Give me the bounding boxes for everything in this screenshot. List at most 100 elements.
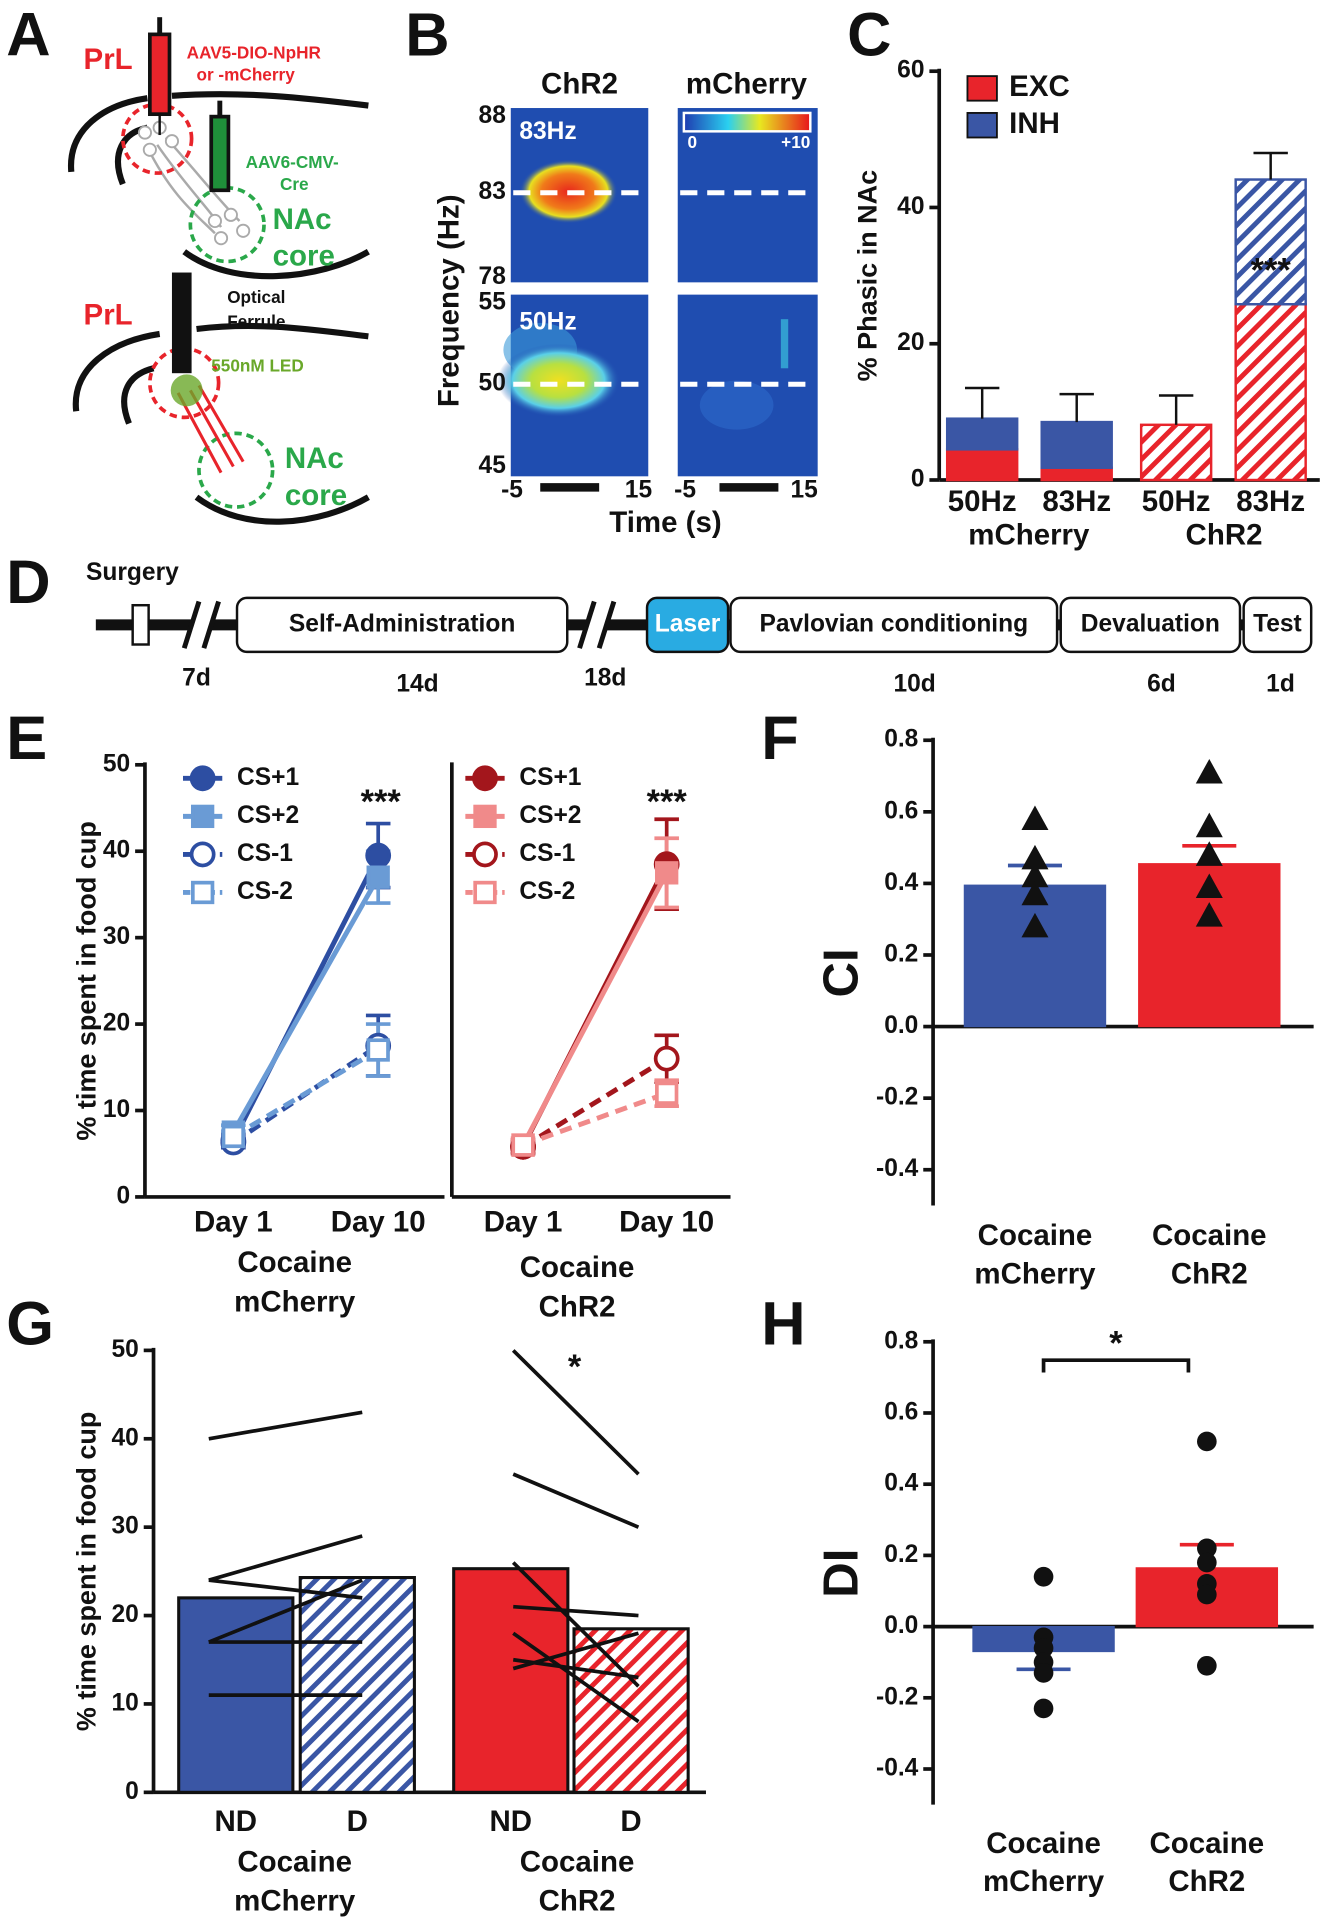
- x-tick-label: Day 1: [194, 1206, 273, 1239]
- bar-segment: [945, 417, 1019, 451]
- target-label: core: [285, 479, 347, 512]
- group-label: Cocaine: [520, 1845, 635, 1878]
- bar-segment: [1234, 302, 1307, 482]
- target-label: NAc: [285, 442, 344, 475]
- y-tick-label: 0.4: [884, 869, 918, 896]
- series-line: [232, 1047, 380, 1139]
- brain-bottom: [72, 322, 370, 525]
- group-label: ChR2: [539, 1290, 616, 1323]
- y-axis-label: % Phasic in NAc: [852, 170, 882, 382]
- x-axis-label: Time (s): [609, 506, 721, 539]
- panel-label: A: [6, 1, 50, 70]
- ferrule: [171, 272, 192, 374]
- group-label: mCherry: [968, 518, 1090, 551]
- y-tick-label: 88: [479, 102, 506, 129]
- data-point: [366, 865, 390, 889]
- group-label: mCherry: [234, 1885, 356, 1918]
- target-label: core: [273, 240, 335, 273]
- series-line: [520, 871, 669, 1147]
- data-point: [1195, 902, 1223, 927]
- y-axis-label: DI: [815, 1549, 869, 1598]
- panel-label: H: [761, 1290, 805, 1359]
- bar: [963, 884, 1107, 1028]
- data-point: [1195, 873, 1223, 899]
- data-point: [1021, 805, 1049, 831]
- data-point: [655, 1081, 679, 1105]
- x-tick-label: Day 10: [619, 1206, 714, 1239]
- legend-label: EXC: [1009, 70, 1070, 103]
- syringe: [148, 32, 172, 117]
- data-point: [1197, 1538, 1217, 1559]
- x-tick-label: ChR2: [1171, 1257, 1248, 1290]
- series-line: [521, 1056, 668, 1149]
- region-label: PrL: [84, 43, 133, 76]
- led-label: 550nM LED: [211, 356, 304, 376]
- nac-region: [188, 185, 266, 264]
- y-tick-label: 0.2: [884, 940, 918, 967]
- gap-label: 7d: [182, 664, 211, 691]
- y-axis-label: Frequency (Hz): [432, 194, 465, 407]
- data-point: [1021, 880, 1049, 906]
- legend-marker: [189, 765, 216, 792]
- x-tick-label: 83Hz: [1236, 485, 1305, 518]
- colorbar-label: +10: [781, 132, 810, 152]
- led-spot: [170, 374, 203, 407]
- annotation: *: [1109, 1325, 1123, 1363]
- neurons: [137, 120, 251, 246]
- data-point: [1197, 1431, 1217, 1452]
- stage-label: Devaluation: [1081, 610, 1220, 637]
- bar: [298, 1576, 416, 1794]
- legend-swatch: [966, 75, 998, 102]
- data-point: [1197, 1584, 1217, 1605]
- y-tick-label: 0.8: [884, 1327, 918, 1354]
- y-tick-label: -0.2: [876, 1084, 918, 1111]
- stage-label: Laser: [655, 610, 721, 637]
- group-label: mCherry: [234, 1286, 356, 1319]
- y-tick-label: 83: [479, 178, 506, 205]
- significance-bracket: [1041, 1358, 1191, 1373]
- data-point: [1195, 758, 1223, 784]
- pair-line: [512, 1631, 639, 1671]
- annotation: *: [568, 1348, 582, 1386]
- syringe: [209, 114, 231, 193]
- x-tick-label: 15: [791, 477, 818, 504]
- x-tick-label: 83Hz: [1042, 485, 1111, 518]
- pair-line: [208, 1410, 363, 1441]
- x-tick-label: 50Hz: [1142, 485, 1211, 518]
- data-point: [365, 842, 392, 869]
- x-tick-label: ND: [215, 1805, 258, 1838]
- data-point: [1033, 1698, 1054, 1719]
- panel-label: E: [6, 704, 47, 773]
- group-label: Cocaine: [520, 1251, 635, 1284]
- x-tick-label: 15: [625, 477, 652, 504]
- data-point: [1195, 841, 1223, 866]
- brain-top: [68, 91, 370, 280]
- data-point: [1197, 1552, 1217, 1573]
- legend-label: CS-2: [237, 878, 293, 905]
- legend-label: INH: [1009, 107, 1060, 140]
- y-tick-label: -0.2: [876, 1683, 918, 1710]
- panel-label: F: [761, 704, 799, 773]
- group-label: ChR2: [1186, 518, 1263, 551]
- y-axis-label: % time spent in food cup: [72, 821, 102, 1141]
- bar: [572, 1627, 690, 1794]
- data-point: [366, 1038, 390, 1062]
- colorbar-label: 0: [688, 132, 698, 152]
- y-tick-label: 20: [103, 1010, 130, 1037]
- x-tick-label: ChR2: [1168, 1865, 1245, 1898]
- region-label: PrL: [84, 299, 133, 332]
- y-tick-label: -0.4: [876, 1155, 919, 1182]
- y-axis-label: CI: [815, 948, 869, 997]
- y-tick-label: 40: [103, 837, 130, 864]
- data-point: [1197, 1655, 1217, 1676]
- legend-marker: [189, 841, 216, 868]
- data-point: [221, 1124, 245, 1149]
- data-point: [1021, 862, 1049, 888]
- y-tick-label: 50: [479, 370, 506, 397]
- group-label: Cocaine: [237, 1845, 352, 1878]
- bar-segment: [1139, 423, 1213, 482]
- data-point: [1021, 844, 1049, 870]
- x-tick-label: Cocaine: [1152, 1219, 1267, 1252]
- pair-line: [513, 1604, 639, 1618]
